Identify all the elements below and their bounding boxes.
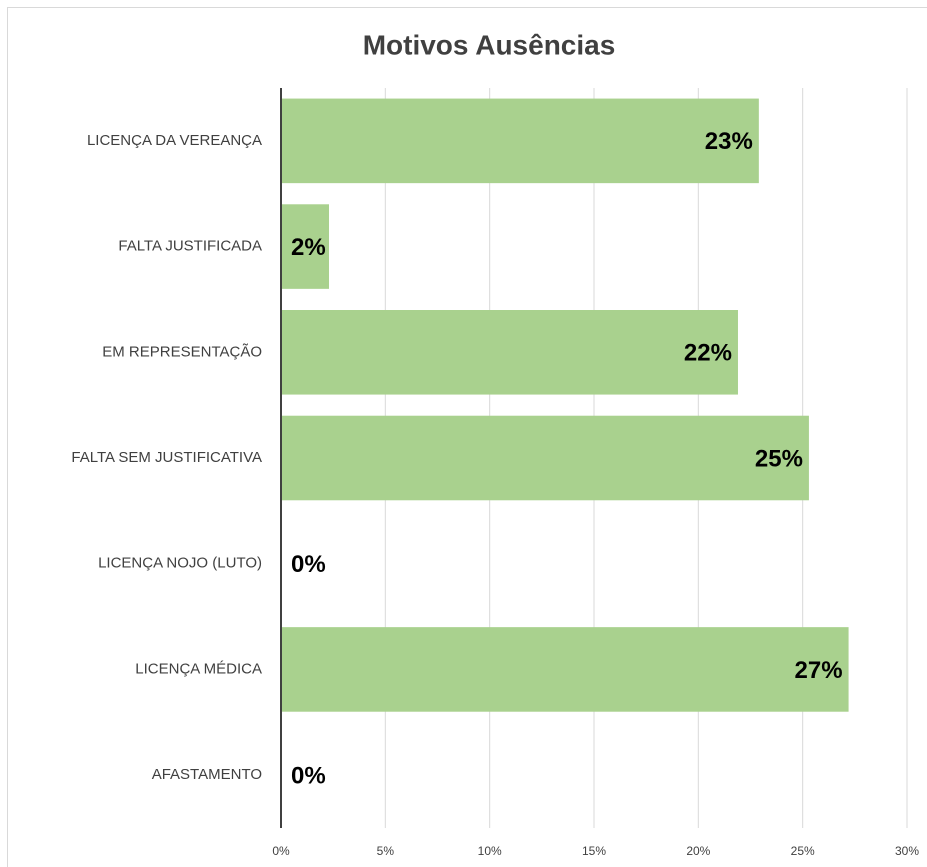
x-tick-label: 10% (478, 844, 502, 858)
data-label: 27% (795, 657, 843, 684)
bar (281, 98, 759, 184)
bar (281, 310, 738, 395)
bar (281, 415, 809, 501)
y-tick-label: LICENÇA MÉDICA (135, 660, 262, 677)
y-tick-label: LICENÇA NOJO (LUTO) (98, 555, 262, 572)
bar (281, 627, 849, 712)
data-label: 0% (291, 762, 326, 789)
x-tick-label: 15% (582, 844, 606, 858)
data-label: 23% (705, 128, 753, 155)
y-tick-label: EM REPRESENTAÇÃO (102, 343, 262, 360)
x-tick-label: 30% (895, 844, 919, 858)
data-label: 0% (291, 551, 326, 578)
data-label: 22% (684, 340, 732, 367)
y-tick-label: FALTA SEM JUSTIFICATIVA (71, 449, 262, 466)
bar (281, 204, 329, 289)
y-tick-label: AFASTAMENTO (152, 766, 262, 783)
y-tick-label: LICENÇA DA VEREANÇA (87, 132, 262, 149)
x-tick-label: 20% (686, 844, 710, 858)
x-tick-label: 25% (791, 844, 815, 858)
data-label: 25% (755, 445, 803, 472)
x-tick-label: 5% (377, 844, 395, 858)
data-label: 2% (291, 234, 326, 261)
x-tick-label: 0% (272, 844, 290, 858)
y-tick-label: FALTA JUSTIFICADA (118, 238, 262, 255)
chart-title: Motivos Ausências (363, 29, 616, 60)
